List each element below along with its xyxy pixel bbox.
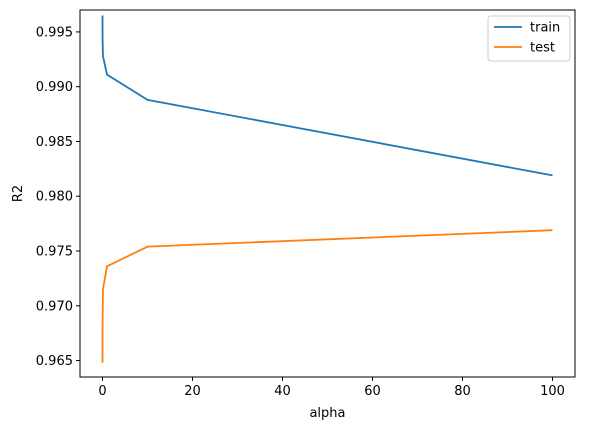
- x-tick-label: 20: [184, 384, 201, 399]
- x-tick-label: 80: [454, 384, 471, 399]
- series-line-test: [101, 229, 553, 363]
- y-tick-label: 0.985: [36, 135, 73, 150]
- x-tick-label: 100: [540, 384, 565, 399]
- legend-label-train: train: [530, 21, 560, 36]
- x-axis-label: alpha: [309, 406, 345, 421]
- legend-label-test: test: [530, 41, 555, 56]
- legend: train test: [487, 15, 571, 62]
- x-tick-label: 40: [274, 384, 291, 399]
- y-tick-label: 0.975: [36, 245, 73, 260]
- axes-frame: [79, 9, 576, 378]
- y-tick-label: 0.970: [36, 299, 73, 314]
- series-layer: [101, 15, 553, 363]
- y-tick-label: 0.965: [36, 354, 73, 369]
- y-tick-label: 0.990: [36, 80, 73, 95]
- y-axis-label: R2: [11, 185, 26, 202]
- series-line-train: [101, 15, 553, 177]
- x-tick-label: 60: [364, 384, 381, 399]
- y-tick-label: 0.995: [36, 25, 73, 40]
- ticks-layer: 0 20 40 60 80 100 0.965 0.970 0.975 0.980 0.985 0.9…: [36, 25, 565, 399]
- y-tick-label: 0.980: [36, 190, 73, 205]
- x-tick-label: 0: [98, 384, 106, 399]
